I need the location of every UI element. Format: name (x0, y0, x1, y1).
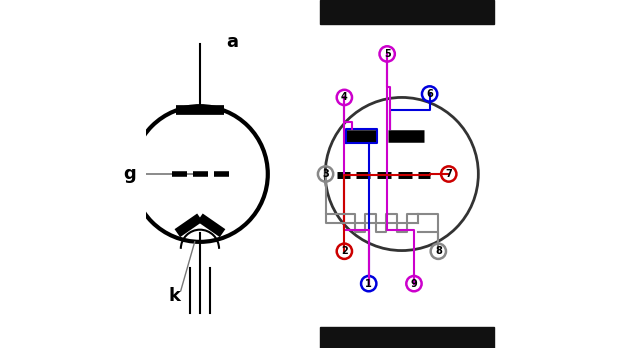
Text: 7: 7 (445, 169, 452, 179)
Text: 8: 8 (435, 246, 442, 256)
Text: 2: 2 (341, 246, 348, 256)
Bar (320, 327, 494, 348)
Text: g: g (123, 165, 136, 183)
Text: 4: 4 (341, 93, 348, 102)
Text: 1: 1 (365, 279, 372, 288)
Text: 6: 6 (426, 89, 433, 99)
Text: k: k (168, 287, 180, 306)
Text: 9: 9 (411, 279, 417, 288)
Text: 3: 3 (322, 169, 329, 179)
Text: 5: 5 (384, 49, 390, 59)
Bar (320, 0, 494, 24)
Text: a: a (226, 33, 238, 51)
